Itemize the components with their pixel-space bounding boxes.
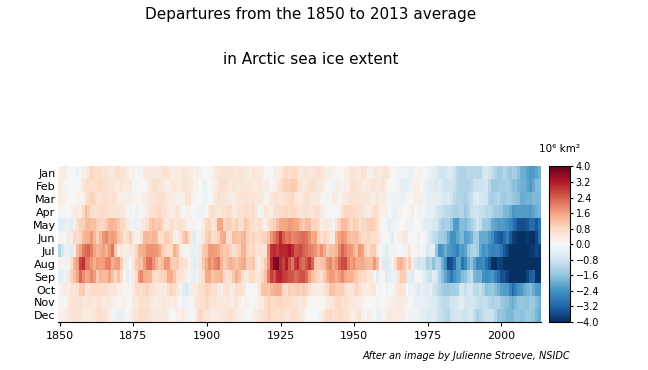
Text: in Arctic sea ice extent: in Arctic sea ice extent — [224, 52, 399, 67]
Text: Departures from the 1850 to 2013 average: Departures from the 1850 to 2013 average — [145, 7, 477, 23]
Text: After an image by Julienne Stroeve, NSIDC: After an image by Julienne Stroeve, NSID… — [363, 351, 570, 361]
Text: 10⁶ km²: 10⁶ km² — [539, 144, 580, 154]
